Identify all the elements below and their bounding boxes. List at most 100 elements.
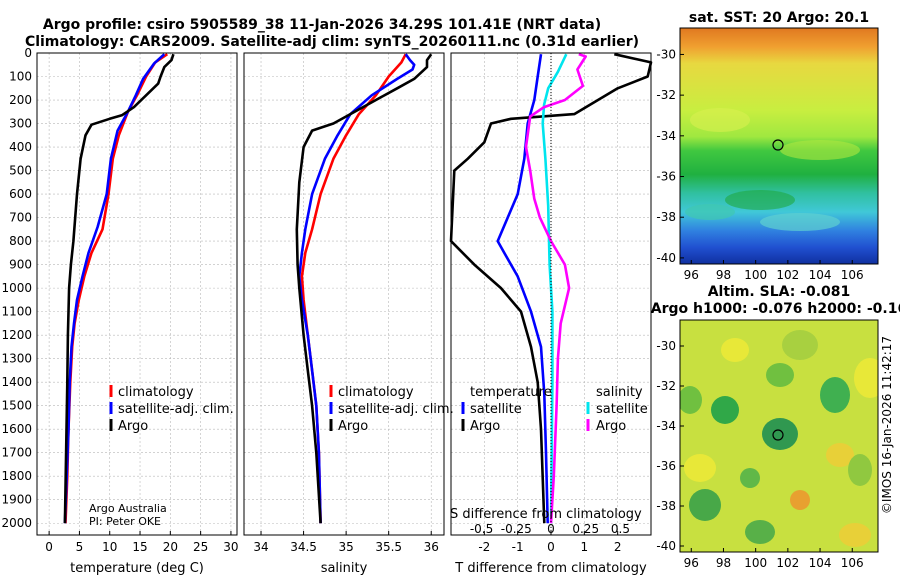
map-x-tick-label: 104 (809, 556, 832, 570)
series-line-satellite-adj-clim- (63, 53, 166, 524)
map-x-tick-label: 100 (744, 556, 767, 570)
y-tick-label: 1200 (1, 328, 32, 342)
map-x-tick-label: 96 (684, 556, 699, 570)
x-tick-label: 35 (338, 540, 353, 554)
legend-argo-label: Argo (118, 419, 148, 434)
map-y-tick-label: -38 (656, 210, 676, 224)
sla-eddy (721, 338, 749, 362)
sla-map-frame (679, 319, 879, 553)
x2-tick-label: 0.5 (611, 522, 630, 536)
y-tick-label: 1000 (1, 281, 32, 295)
x-axis-label: salinity (321, 561, 368, 576)
sla-map-axes: 96 98 100 102 104 106 -30 -32 -34 -36 -38 -40 (656, 339, 863, 570)
temperature-panel: 0 5 10 15 20 25 30 temperature (deg C) 0 100 200 30… (1, 46, 238, 576)
x-tick-label: 10 (102, 540, 117, 554)
map-y-tick-label: -32 (656, 379, 676, 393)
sst-patch (760, 213, 840, 231)
y-tick-label: 900 (9, 258, 32, 272)
legend-climatology-label: climatology (338, 385, 414, 400)
sla-eddy (839, 523, 871, 547)
credit-line1: Argo Australia (89, 502, 167, 515)
legend-climatology-label: climatology (118, 385, 194, 400)
legend-temperature-header: temperature (470, 385, 552, 400)
legend-satellite-label: satellite-adj. clim. (338, 402, 454, 417)
map-x-tick-label: 98 (716, 268, 731, 282)
x-tick-label: 5 (76, 540, 84, 554)
map-y-tick-label: -40 (656, 251, 676, 265)
y-tick-label: 1100 (1, 305, 32, 319)
sst-map: 96 98 100 102 104 106 -30 -32 -34 -36 -38 -40 (656, 27, 879, 282)
x-tick-label: 1 (581, 540, 589, 554)
y-tick-label: 800 (9, 234, 32, 248)
y-tick-label: 100 (9, 70, 32, 84)
sst-patch (685, 204, 735, 220)
y-tick-label: 0 (24, 46, 32, 60)
legend-s-argo-label: Argo (596, 419, 626, 434)
y-tick-label: 300 (9, 117, 32, 131)
legend-satellite-label: satellite-adj. clim. (118, 402, 234, 417)
map-y-tick-label: -38 (656, 499, 676, 513)
sla-eddy (782, 330, 818, 360)
map-x-tick-label: 100 (744, 268, 767, 282)
sla-eddies (680, 330, 878, 547)
sla-map-title-line1: Altim. SLA: -0.081 (708, 284, 851, 300)
sla-eddy (848, 454, 872, 486)
series-line-satellite-adj-clim- (297, 53, 416, 524)
x-tick-label: 36 (424, 540, 439, 554)
x-tick-label: 35.5 (375, 540, 402, 554)
x-tick-label: 0 (547, 540, 555, 554)
sla-eddy (689, 489, 721, 521)
map-x-tick-label: 102 (776, 268, 799, 282)
map-y-tick-label: -34 (656, 419, 676, 433)
y-tick-label: 2000 (1, 516, 32, 530)
sla-eddy (790, 490, 810, 510)
x-tick-label: 15 (132, 540, 147, 554)
x-tick-label: -1 (512, 540, 524, 554)
map-y-tick-label: -36 (656, 170, 676, 184)
legend-t-argo-label: Argo (470, 419, 500, 434)
sla-eddy (826, 443, 854, 467)
sla-eddy (820, 377, 850, 413)
y-tick-label: 700 (9, 211, 32, 225)
map-y-tick-label: -34 (656, 129, 676, 143)
x-tick-label: 0 (45, 540, 53, 554)
plot-frame (36, 52, 238, 536)
sla-eddy (745, 520, 775, 544)
figure-title-line2: Climatology: CARS2009. Satellite-adj cli… (25, 34, 639, 50)
x-tick-label: 25 (193, 540, 208, 554)
copyright-notice: ©IMOS 16-Jan-2026 11:42:17 (880, 336, 894, 514)
legend-salinity-header: salinity (596, 385, 643, 400)
map-x-tick-label: 106 (841, 268, 864, 282)
y-tick-label: 200 (9, 93, 32, 107)
sla-map: 96 98 100 102 104 106 -30 -32 -34 -36 -38 -40 (656, 319, 879, 570)
x-tick-label: 30 (223, 540, 238, 554)
difference-legend: temperature salinity satellite Argo sate… (461, 385, 648, 434)
sla-eddy (762, 418, 798, 450)
salinity-legend: climatology satellite-adj. clim. Argo (329, 385, 454, 434)
sla-eddy (854, 358, 878, 398)
series-line-argo (63, 53, 175, 524)
legend-t-satellite-label: satellite (470, 402, 522, 417)
difference-panel: -2 -1 0 1 2 T difference from climatology -0.5… (449, 52, 653, 576)
y-tick-label: 1800 (1, 469, 32, 483)
sla-map-title-line2: Argo h1000: -0.076 h2000: -0.16 (651, 301, 900, 317)
sst-map-title: sat. SST: 20 Argo: 20.1 (689, 10, 869, 26)
argo-location-marker (772, 139, 784, 151)
map-y-tick-label: -36 (656, 459, 676, 473)
x2-tick-label: -0.5 (470, 522, 493, 536)
sla-eddy (684, 454, 716, 482)
sla-eddy (680, 386, 702, 414)
x-tick-label: 34.5 (290, 540, 317, 554)
y-tick-label: 1700 (1, 446, 32, 460)
sla-eddy (740, 468, 760, 488)
x-tick-label: 2 (614, 540, 622, 554)
temperature-legend: climatology satellite-adj. clim. Argo (109, 385, 234, 434)
x-axis-label: T difference from climatology (454, 561, 647, 576)
sst-map-frame (679, 27, 879, 265)
y-tick-label: 400 (9, 140, 32, 154)
figure-title-line1: Argo profile: csiro 5905589_38 11-Jan-20… (43, 17, 601, 33)
s-difference-axis-label: S difference from climatology (450, 507, 642, 522)
sst-patch (780, 140, 860, 160)
series-line-s-satellite (541, 53, 568, 524)
